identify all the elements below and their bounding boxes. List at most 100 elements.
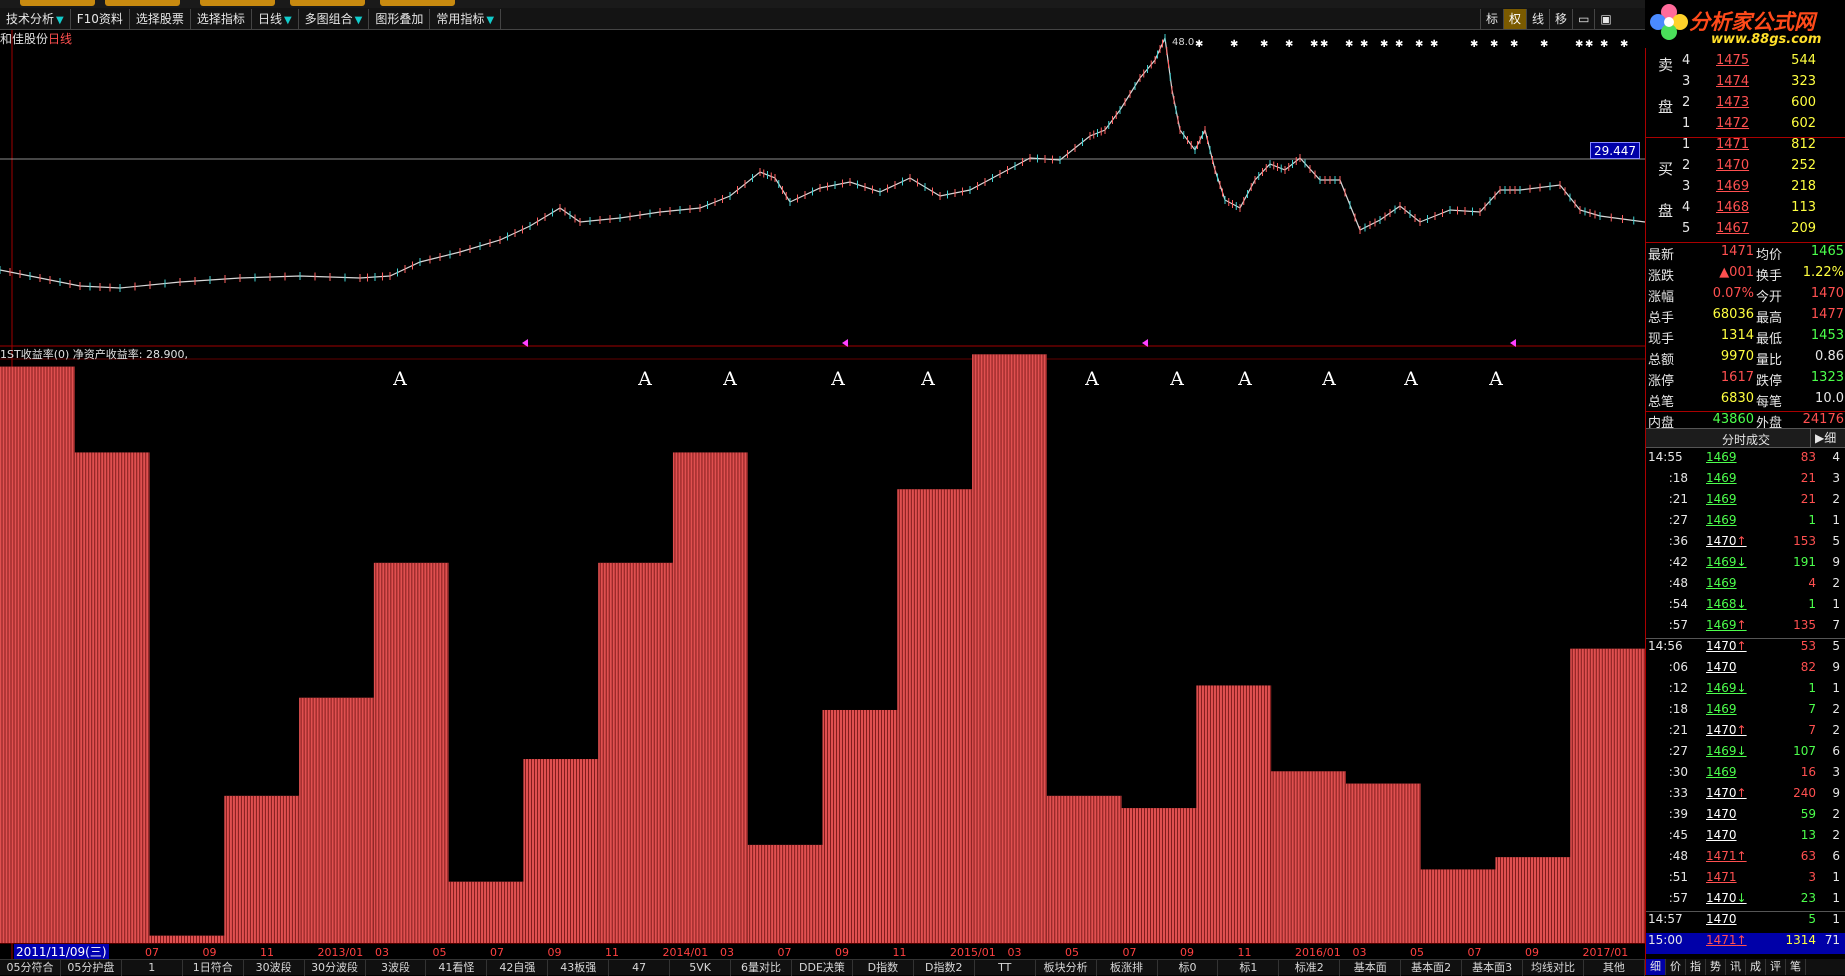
- x-axis-label: 09: [1525, 946, 1539, 959]
- tick-row[interactable]: :48 1471↑ 63 6: [1646, 849, 1845, 870]
- indicator-tab-18[interactable]: 板涨排: [1097, 960, 1158, 976]
- panel-tab-7[interactable]: 笔: [1786, 959, 1806, 975]
- toolbar-item-6[interactable]: 图形叠加: [369, 8, 431, 29]
- indicator-tab-13[interactable]: DDE决策: [792, 960, 853, 976]
- tick-row[interactable]: :06 1470 82 9: [1646, 660, 1845, 681]
- panel-tab-2[interactable]: 指: [1686, 959, 1706, 975]
- indicator-tab-2[interactable]: 1: [122, 960, 183, 976]
- indicator-tab-0[interactable]: 05分符合: [0, 960, 61, 976]
- tick-row[interactable]: :57 1470↓ 23 1: [1646, 891, 1845, 912]
- sell-order-row[interactable]: 1 1472 602: [1646, 116, 1845, 137]
- toolbar-item-4[interactable]: 日线 ▼: [252, 8, 299, 29]
- ticks-detail-button[interactable]: ▶细: [1810, 429, 1845, 447]
- window-tab[interactable]: [290, 0, 365, 6]
- tick-row[interactable]: :51 1471 3 1: [1646, 870, 1845, 891]
- indicator-tab-21[interactable]: 标准2: [1279, 960, 1341, 976]
- buy-order-row[interactable]: 5 1467 209: [1646, 221, 1845, 242]
- indicator-tab-5[interactable]: 30分波段: [305, 960, 366, 976]
- indicator-tab-6[interactable]: 3波段: [366, 960, 427, 976]
- tick-count: 2: [1832, 576, 1840, 590]
- tick-row[interactable]: :45 1470 13 2: [1646, 828, 1845, 849]
- toolbar-item-1[interactable]: F10资料: [71, 8, 130, 29]
- window-close-icon[interactable]: ▣: [1594, 9, 1616, 29]
- indicator-tab-23[interactable]: 基本面2: [1401, 960, 1463, 976]
- indicator-tab-17[interactable]: 板块分析: [1036, 960, 1097, 976]
- tick-row[interactable]: :27 1469↓ 107 6: [1646, 744, 1845, 765]
- indicator-tab-12[interactable]: 6量对比: [731, 960, 792, 976]
- tick-row[interactable]: :39 1470 59 2: [1646, 807, 1845, 828]
- tick-count: 2: [1832, 828, 1840, 842]
- tick-row[interactable]: :21 1469 21 2: [1646, 492, 1845, 513]
- peak-price-label: 48.0: [1172, 37, 1194, 48]
- indicator-tab-15[interactable]: D指数2: [914, 960, 975, 976]
- sell-order-row[interactable]: 2 1473 600: [1646, 95, 1845, 116]
- indicator-tab-20[interactable]: 标1: [1218, 960, 1280, 976]
- kline-chart-area[interactable]: 48.0✱✱✱✱✱✱✱✱✱✱✱✱✱✱✱✱✱✱✱✱AAAAAAAAAAAA0305…: [0, 30, 1645, 959]
- tick-row[interactable]: 15:00 1471↑ 1314 71: [1646, 933, 1845, 954]
- panel-tab-0[interactable]: 细: [1646, 959, 1666, 975]
- tick-row[interactable]: :12 1469↓ 1 1: [1646, 681, 1845, 702]
- indicator-tab-14[interactable]: D指数: [853, 960, 914, 976]
- tick-row[interactable]: :42 1469↓ 191 9: [1646, 555, 1845, 576]
- tick-price: 1468↓: [1706, 597, 1747, 611]
- tick-row[interactable]: :48 1469 4 2: [1646, 576, 1845, 597]
- tick-row[interactable]: :36 1470↑ 153 5: [1646, 534, 1845, 555]
- panel-tab-4[interactable]: 讯: [1726, 959, 1746, 975]
- sell-order-row[interactable]: 4 1475 544: [1646, 53, 1845, 74]
- indicator-tab-1[interactable]: 05分护盘: [61, 960, 122, 976]
- panel-tab-5[interactable]: 成: [1746, 959, 1766, 975]
- window-restore-icon[interactable]: ▭: [1572, 9, 1594, 29]
- indicator-tab-22[interactable]: 基本面: [1340, 960, 1402, 976]
- indicator-tab-8[interactable]: 42自强: [487, 960, 549, 976]
- indicator-tab-7[interactable]: 41看怪: [426, 960, 488, 976]
- toolbar-item-3[interactable]: 选择指标: [191, 8, 252, 29]
- indicator-tab-11[interactable]: 5VK: [670, 960, 732, 976]
- toolbar-right-0[interactable]: 标: [1480, 9, 1503, 29]
- toolbar-item-2[interactable]: 选择股票: [130, 8, 191, 29]
- panel-tab-3[interactable]: 势: [1706, 959, 1726, 975]
- tick-row[interactable]: :54 1468↓ 1 1: [1646, 597, 1845, 618]
- tick-row[interactable]: :33 1470↑ 240 9: [1646, 786, 1845, 807]
- indicator-tab-26[interactable]: 其他: [1584, 960, 1645, 976]
- tick-row[interactable]: :18 1469 21 3: [1646, 471, 1845, 492]
- buy-order-row[interactable]: 1 1471 812: [1646, 137, 1845, 158]
- tick-row[interactable]: :27 1469 1 1: [1646, 513, 1845, 534]
- toolbar-item-7[interactable]: 常用指标 ▼: [430, 8, 502, 29]
- indicator-tab-24[interactable]: 基本面3: [1462, 960, 1524, 976]
- indicator-tab-16[interactable]: TT: [975, 960, 1036, 976]
- toolbar-right-3[interactable]: 移: [1549, 9, 1572, 29]
- indicator-tab-4[interactable]: 30波段: [244, 960, 305, 976]
- toolbar-item-5[interactable]: 多图组合 ▼: [299, 8, 370, 29]
- indicator-tab-19[interactable]: 标0: [1158, 960, 1219, 976]
- panel-tab-6[interactable]: 评: [1766, 959, 1786, 975]
- panel-tab-1[interactable]: 价: [1666, 959, 1686, 975]
- buy-order-row[interactable]: 3 1469 218: [1646, 179, 1845, 200]
- quote-label: 均价: [1756, 248, 1783, 263]
- tick-row[interactable]: :21 1470↑ 7 2: [1646, 723, 1845, 744]
- toolbar-item-0[interactable]: 技术分析 ▼: [0, 8, 71, 29]
- window-tab[interactable]: [380, 0, 455, 6]
- tick-row[interactable]: :57 1469↑ 135 7: [1646, 618, 1845, 639]
- window-tab[interactable]: [200, 0, 275, 6]
- indicator-tab-9[interactable]: 43板强: [548, 960, 610, 976]
- sell-order-row[interactable]: 3 1474 323: [1646, 74, 1845, 95]
- window-tab[interactable]: [105, 0, 180, 6]
- tick-row[interactable]: :30 1469 16 3: [1646, 765, 1845, 786]
- buy-order-row[interactable]: 2 1470 252: [1646, 158, 1845, 179]
- toolbar-right-2[interactable]: 线: [1526, 9, 1549, 29]
- window-tab[interactable]: [20, 0, 95, 6]
- buy-order-row[interactable]: 4 1468 113: [1646, 200, 1845, 221]
- indicator-tab-25[interactable]: 均线对比: [1523, 960, 1584, 976]
- tick-row[interactable]: :18 1469 7 2: [1646, 702, 1845, 723]
- tick-row[interactable]: 14:56 1470↑ 53 5: [1646, 639, 1845, 660]
- toolbar-right-1[interactable]: 权: [1503, 9, 1527, 29]
- indicator-tab-10[interactable]: 47: [609, 960, 671, 976]
- tick-row[interactable]: 14:55 1469 83 4: [1646, 450, 1845, 471]
- indicator-tab-3[interactable]: 1日符合: [183, 960, 244, 976]
- event-star-icon: ✱: [1310, 39, 1318, 50]
- tick-volume: 135: [1793, 618, 1816, 632]
- quote-value: 24176: [1802, 412, 1844, 427]
- tick-row[interactable]: 14:57 1470 5 1: [1646, 912, 1845, 933]
- x-axis-label: 11: [260, 946, 274, 959]
- tick-time: 14:56: [1648, 639, 1683, 653]
